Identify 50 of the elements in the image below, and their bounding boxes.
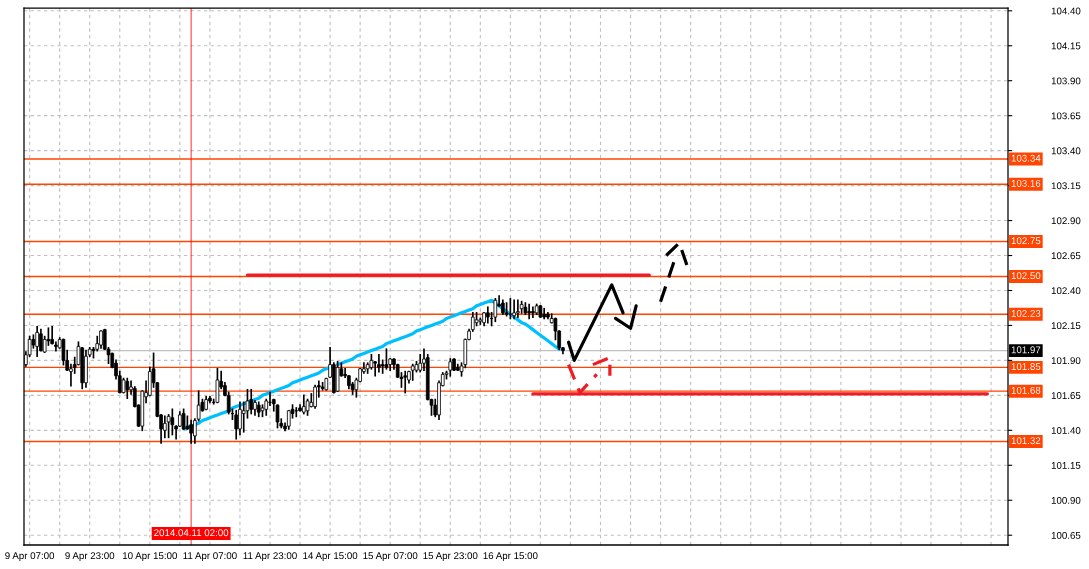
ref-line-label: 102.50: [1011, 272, 1041, 280]
candlestick: [170, 408, 175, 436]
x-tick-label: 11 Apr 07:00: [183, 552, 237, 562]
y-tick-label: 104.15: [1051, 42, 1081, 50]
ref-line-label: 101.68: [1011, 386, 1041, 394]
y-tick-label: 101.15: [1051, 462, 1081, 469]
y-tick-label: 102.65: [1051, 252, 1081, 260]
y-tick-label: 104.40: [1051, 7, 1081, 15]
candlestick: [125, 377, 130, 399]
annotation: 2014.04.11 02:00: [154, 529, 229, 537]
x-tick-label: 16 Apr 15:00: [483, 552, 538, 562]
y-tick-label: 103.65: [1051, 112, 1081, 120]
candlestick: [35, 326, 39, 358]
y-tick-label: 103.15: [1051, 182, 1081, 190]
candlestick: [377, 353, 381, 373]
ref-line-label: 101.32: [1011, 437, 1041, 445]
ref-line-label: 101.97: [1011, 346, 1041, 354]
candlestick: [516, 299, 520, 318]
candlestick: [531, 306, 535, 318]
ref-line-label: 102.23: [1011, 309, 1041, 317]
x-tick-label: 14 Apr 15:00: [303, 552, 358, 562]
candlestick: [380, 359, 385, 374]
y-tick-label: 102.40: [1051, 287, 1081, 295]
x-tick-label: 9 Apr 07:00: [5, 552, 55, 562]
y-tick-label: 101.65: [1051, 392, 1081, 399]
candlestick: [313, 384, 317, 409]
candlestick: [54, 341, 58, 352]
candlestick: [512, 299, 516, 320]
x-tick-label: 11 Apr 23:00: [243, 552, 297, 562]
candlestick: [238, 401, 242, 436]
y-tick-label: 100.65: [1051, 531, 1081, 539]
ref-line-label: 102.75: [1011, 237, 1041, 245]
y-tick-label: 101.90: [1051, 357, 1081, 365]
y-tick-label: 103.90: [1051, 77, 1081, 85]
x-tick-label: 15 Apr 07:00: [363, 552, 418, 562]
x-tick-label: 15 Apr 23:00: [423, 552, 478, 562]
candlestick: [493, 298, 498, 323]
ref-line-label: 101.85: [1011, 363, 1041, 371]
candlestick: [189, 419, 193, 444]
x-tick-label: 10 Apr 15:00: [122, 552, 178, 562]
y-tick-label: 100.90: [1051, 496, 1081, 504]
candlestick: [527, 303, 531, 320]
y-tick-label: 101.40: [1051, 427, 1081, 434]
candlestick: [234, 409, 239, 440]
y-tick-label: 102.15: [1051, 322, 1081, 330]
ref-line-label: 103.34: [1011, 154, 1041, 162]
ref-line-label: 103.16: [1011, 179, 1041, 187]
y-tick-label: 103.40: [1051, 147, 1081, 155]
y-tick-label: 102.90: [1051, 217, 1081, 225]
x-tick-label: 9 Apr 23:00: [65, 552, 115, 562]
